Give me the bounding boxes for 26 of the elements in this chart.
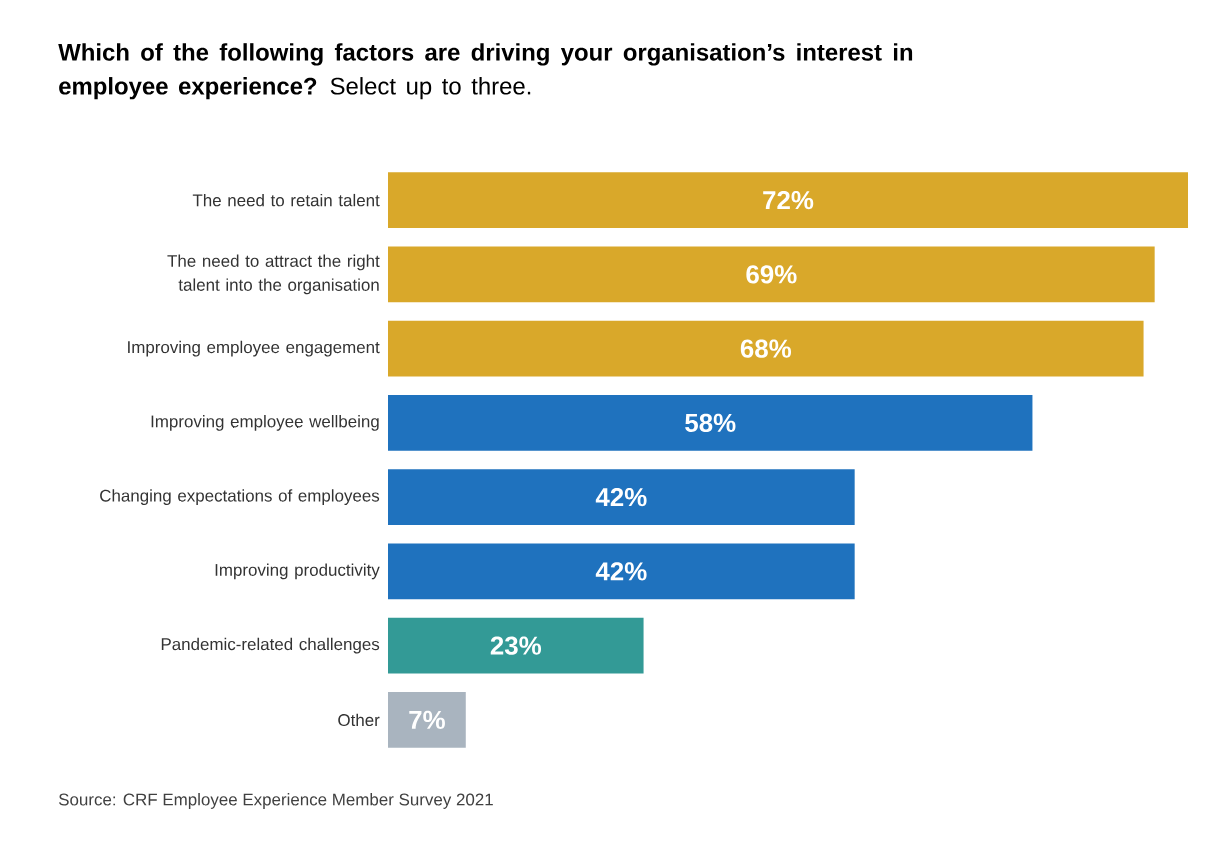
- y-tick-label: The need to attract the right talent into the organisation: [167, 254, 380, 295]
- data-label: 72%: [763, 190, 814, 210]
- y-tick-label: Improving employee wellbeing: [151, 414, 379, 431]
- source-note: Source: CRF Employee Experience Member Survey 2021: [58, 793, 493, 809]
- bar: [388, 617, 644, 674]
- bar: [388, 246, 1155, 303]
- y-tick-label: Improving productivity: [215, 563, 380, 580]
- bar: [388, 692, 466, 748]
- y-tick-label: The need to retain talent: [192, 193, 380, 207]
- data-label: 42%: [595, 487, 647, 507]
- y-tick-label: Improving employee engagement: [128, 340, 380, 357]
- y-tick-label: Changing expectations of employees: [100, 489, 380, 506]
- bar: [388, 395, 1033, 451]
- bar: [388, 469, 855, 525]
- data-label: 58%: [685, 413, 736, 433]
- y-tick-label: Other: [338, 713, 380, 727]
- y-tick-label: Pandemic-related challenges: [161, 637, 380, 654]
- chart-title: Which of the following factors are driving your organisation’s interest in employee experience? Select up to three.: [58, 43, 913, 100]
- data-label: 42%: [595, 562, 647, 581]
- data-label: 23%: [490, 636, 542, 655]
- data-label: 7%: [409, 710, 445, 729]
- bar: [388, 543, 855, 600]
- data-label: 68%: [740, 339, 792, 358]
- data-label: 69%: [746, 265, 797, 284]
- bar: [388, 320, 1144, 377]
- bar: [388, 172, 1189, 228]
